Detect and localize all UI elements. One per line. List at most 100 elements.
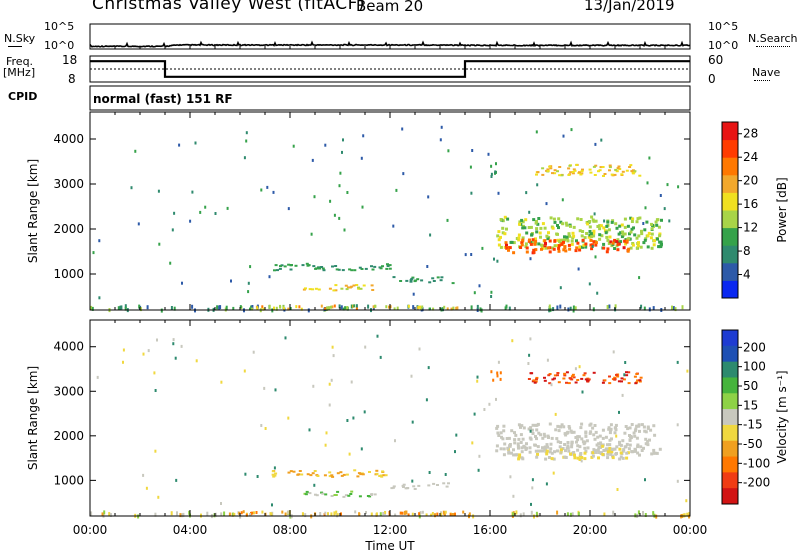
vel-echo-cell: [256, 475, 259, 478]
vel-echo-cell: [574, 436, 578, 439]
vel-echo-cell: [608, 446, 612, 450]
power-echo-cell: [239, 305, 242, 309]
vel-echo-cell: [539, 449, 543, 453]
power-echo-cell: [534, 248, 538, 252]
vel-echo-cell: [610, 437, 613, 441]
vel-echo-cell: [611, 456, 615, 460]
power-echo-cell: [626, 237, 630, 241]
vel-echo-cell: [577, 435, 581, 439]
power-echo-cell: [650, 222, 653, 226]
beam-label: Beam 20: [356, 0, 424, 15]
power-echo-cell: [593, 212, 596, 216]
power-echo-cell: [279, 305, 282, 309]
vel-echo-cell: [517, 423, 521, 427]
power-echo-cell: [204, 205, 207, 209]
vel-echo-cell: [531, 486, 534, 490]
power-echo-cell: [344, 284, 348, 287]
vel-echo-cell: [534, 380, 538, 383]
vel-echo-cell: [550, 436, 554, 440]
vel-echo-cell: [626, 451, 630, 455]
power-echo-cell: [543, 239, 547, 243]
power-echo-cell: [124, 304, 127, 309]
power-echo-cell: [556, 305, 559, 310]
power-ytick-label: 1000: [53, 267, 84, 281]
vel-echo-cell: [542, 432, 546, 436]
power-echo-cell: [560, 242, 564, 246]
power-echo-cell: [581, 238, 585, 242]
power-echo-cell: [535, 230, 539, 234]
vel-echo-cell: [545, 449, 549, 453]
vel-echo-cell: [550, 383, 553, 387]
vel-echo-cell: [546, 445, 550, 449]
power-echo-cell: [339, 171, 342, 175]
power-echo-cell: [386, 265, 390, 267]
power-echo-cell: [589, 232, 593, 236]
power-echo-cell: [633, 233, 637, 237]
vel-echo-cell: [627, 382, 631, 385]
vel-echo-cell: [289, 470, 293, 473]
power-echo-cell: [674, 307, 677, 312]
power-echo-cell: [613, 238, 617, 242]
vel-echo-cell: [145, 486, 148, 490]
vel-echo-cell: [556, 372, 560, 374]
power-echo-cell: [534, 237, 537, 241]
power-colorbar-swatch: [722, 262, 738, 281]
vel-echo-cell: [220, 502, 222, 505]
power-echo-cell: [626, 224, 630, 228]
vel-echo-cell: [274, 472, 278, 475]
power-echo-cell: [548, 250, 552, 254]
vel-echo-cell: [609, 428, 613, 432]
power-echo-cell: [338, 184, 341, 188]
power-echo-cell: [552, 217, 556, 221]
vel-echo-cell: [495, 449, 499, 453]
power-echo-cell: [324, 143, 327, 147]
power-echo-cell: [532, 250, 536, 254]
vel-echo-cell: [550, 451, 554, 455]
vel-echo-cell: [309, 474, 313, 477]
power-echo-cell: [260, 188, 263, 192]
power-echo-cell: [509, 240, 513, 244]
vel-echo-cell: [287, 416, 290, 420]
power-echo-cell: [313, 195, 316, 199]
power-echo-cell: [519, 246, 523, 249]
power-echo-cell: [615, 240, 619, 244]
power-echo-cell: [311, 158, 314, 162]
power-echo-cell: [592, 165, 596, 168]
vel-echo-cell: [154, 389, 157, 392]
mode-label: normal (fast) 151 RF: [93, 92, 233, 106]
power-echo-cell: [531, 238, 535, 242]
vel-echo-cell: [613, 431, 617, 435]
power-echo-cell: [251, 307, 254, 311]
vel-echo-cell: [503, 442, 507, 446]
vel-echo-cell: [447, 482, 450, 485]
power-echo-cell: [232, 306, 235, 310]
vel-echo-cell: [577, 512, 580, 517]
vel-echo-cell: [418, 347, 421, 351]
vel-echo-cell: [640, 423, 644, 427]
vel-echo-cell: [619, 455, 623, 459]
power-echo-cell: [556, 170, 559, 173]
vel-echo-cell: [271, 470, 275, 473]
vel-echo-cell: [370, 512, 373, 517]
vel-echo-cell: [621, 456, 625, 460]
vel-echo-cell: [592, 448, 596, 452]
power-echo-cell: [289, 268, 293, 271]
power-echo-cell: [191, 304, 194, 309]
power-echo-cell: [648, 307, 651, 312]
vel-echo-cell: [630, 423, 634, 426]
vel-echo-cell: [306, 473, 310, 476]
power-echo-cell: [499, 218, 503, 221]
vel-echo-cell: [427, 366, 430, 370]
vel-echo-cell: [620, 380, 623, 383]
vel-echo-cell: [273, 466, 276, 470]
vel-echo-cell: [443, 511, 446, 516]
velocity-colorbar-swatch: [722, 472, 738, 489]
vel-echo-cell: [578, 458, 582, 461]
vel-echo-cell: [122, 348, 125, 352]
power-echo-cell: [328, 306, 331, 311]
power-echo-cell: [292, 144, 295, 148]
vel-echo-cell: [390, 487, 394, 490]
power-echo-cell: [584, 245, 588, 249]
vel-echo-cell: [637, 423, 641, 427]
vel-echo-cell: [559, 448, 563, 452]
